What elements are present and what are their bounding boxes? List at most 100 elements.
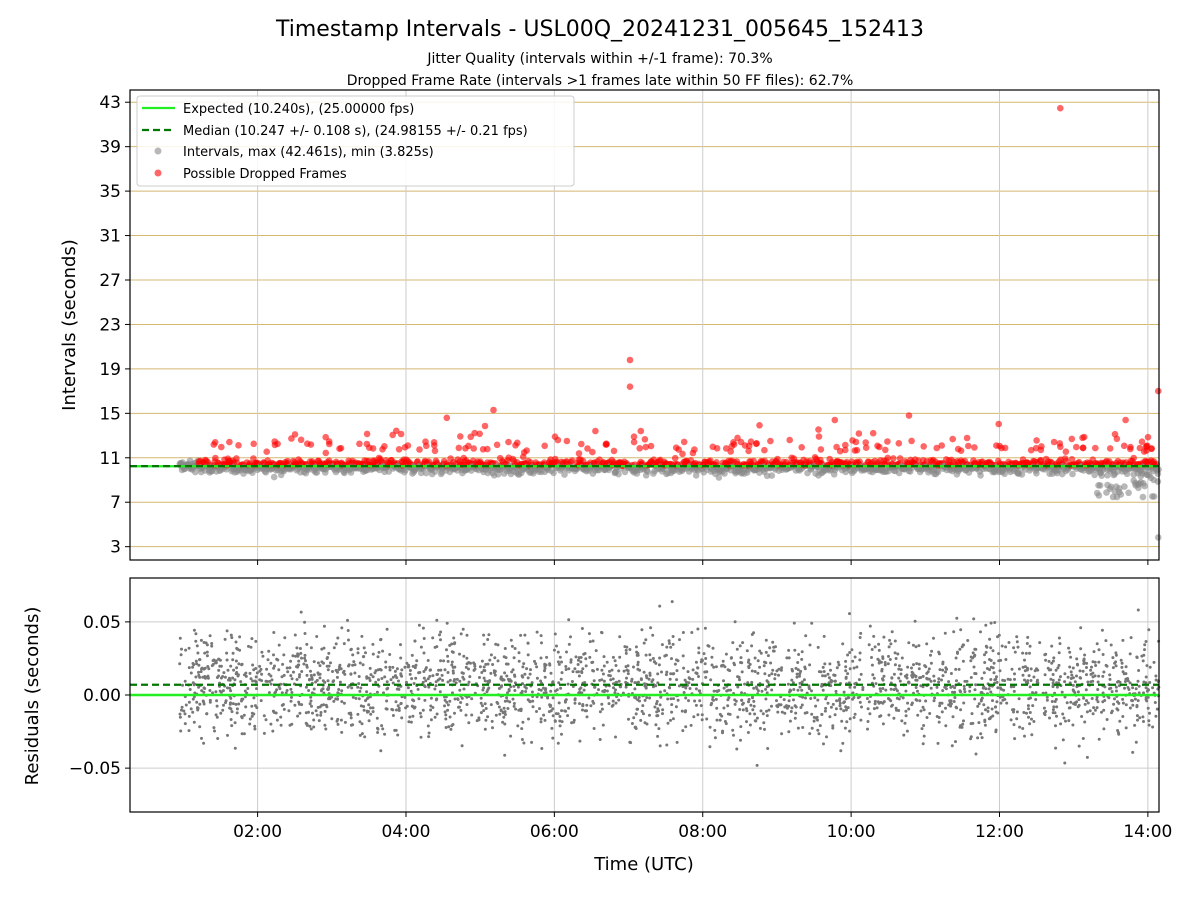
residual-point <box>439 668 443 672</box>
residual-point <box>914 645 918 649</box>
residual-point <box>848 651 852 654</box>
residual-point <box>453 697 457 701</box>
residual-point <box>760 689 764 693</box>
residual-point <box>704 675 708 679</box>
residual-point <box>649 658 652 662</box>
residual-point <box>539 634 543 638</box>
dropped-frame-point <box>322 433 330 441</box>
residual-point <box>1147 723 1151 727</box>
residual-point <box>484 662 488 666</box>
residual-point <box>817 732 821 736</box>
residual-point <box>1091 671 1095 675</box>
residual-point <box>496 643 500 647</box>
residual-point <box>1057 651 1061 655</box>
residual-point <box>395 667 399 671</box>
residual-point <box>782 698 786 702</box>
dropped-frame-point <box>786 436 793 444</box>
residual-point <box>1043 653 1047 657</box>
residual-point <box>360 722 364 726</box>
residual-point <box>1024 651 1028 655</box>
residual-point <box>223 637 227 641</box>
residual-point <box>482 665 486 669</box>
residual-point <box>418 711 422 715</box>
residual-point <box>530 690 534 694</box>
residual-point <box>883 661 887 664</box>
residual-point <box>882 674 886 678</box>
residual-point <box>624 665 628 669</box>
residual-point <box>823 674 827 678</box>
residual-point <box>178 712 182 716</box>
residual-point <box>287 709 291 713</box>
residual-point <box>988 637 992 641</box>
dropped-frame-point <box>235 442 242 449</box>
residual-point <box>900 656 904 660</box>
residual-point <box>602 679 606 683</box>
residual-point <box>539 720 543 724</box>
residual-point <box>312 725 316 729</box>
residual-point <box>1028 685 1032 689</box>
residual-point <box>672 672 676 676</box>
residual-point <box>935 685 939 689</box>
intervals-y-tick-label: 39 <box>99 138 121 158</box>
residual-point <box>202 690 206 694</box>
dropped-frame-point <box>271 438 279 445</box>
residual-point <box>434 684 438 688</box>
residual-point <box>1148 665 1152 669</box>
residual-point <box>958 725 962 729</box>
residual-point <box>951 690 954 694</box>
residual-point <box>870 648 874 651</box>
dropped-frame-point <box>920 443 927 450</box>
residual-point <box>239 680 243 684</box>
residual-point <box>1029 679 1033 682</box>
dropped-frame-point <box>369 445 377 452</box>
residual-point <box>179 653 183 657</box>
interval-point <box>1150 493 1158 500</box>
residual-point <box>443 695 446 699</box>
residual-point <box>241 697 245 701</box>
residual-point <box>232 668 236 672</box>
residual-point <box>1121 701 1125 705</box>
residual-point <box>235 711 239 715</box>
residual-point <box>347 711 351 715</box>
residual-point <box>1013 677 1016 681</box>
residual-point <box>1131 686 1135 690</box>
residual-point <box>351 663 355 667</box>
residual-point <box>487 633 491 637</box>
residual-point <box>244 705 248 709</box>
residual-point <box>973 653 977 657</box>
residual-point <box>466 683 470 687</box>
residual-point <box>397 687 401 691</box>
residual-point <box>1097 648 1101 652</box>
residual-point <box>956 651 959 655</box>
residual-point <box>194 675 198 679</box>
residual-point <box>887 654 890 658</box>
residual-point <box>617 679 621 683</box>
residual-point <box>860 705 863 709</box>
residual-point <box>297 663 301 667</box>
residual-point <box>671 635 675 638</box>
residual-point <box>250 637 254 641</box>
residual-point <box>687 681 691 685</box>
residual-point <box>205 654 209 658</box>
residual-point <box>890 704 893 708</box>
residual-point <box>1051 685 1055 689</box>
residual-point <box>291 654 295 658</box>
residual-point <box>812 719 816 723</box>
residual-point <box>592 701 596 705</box>
residual-point <box>1058 642 1062 646</box>
residual-point <box>767 674 771 677</box>
residual-point <box>522 741 526 745</box>
residual-point <box>697 689 701 693</box>
residual-point <box>308 724 312 728</box>
residual-point <box>210 644 214 648</box>
residual-point <box>875 706 879 710</box>
residual-point <box>924 665 928 669</box>
residual-point <box>1061 712 1065 716</box>
residual-point <box>802 678 806 682</box>
residual-point <box>751 708 755 712</box>
residual-point <box>980 676 984 680</box>
residual-point <box>1025 642 1029 645</box>
residual-point <box>842 690 846 694</box>
residual-point <box>841 741 845 745</box>
residual-point <box>709 678 713 682</box>
